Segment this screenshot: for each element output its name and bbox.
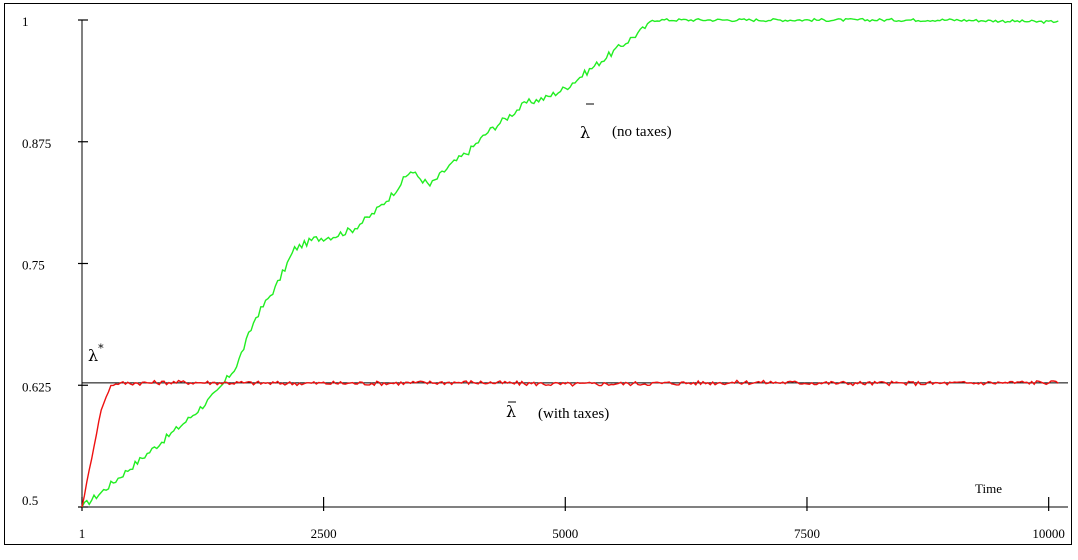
y-tick-label: 0.625 xyxy=(22,379,51,394)
y-tick-label: 1 xyxy=(22,14,29,29)
labels: Time λ* λ (no taxes) λ (with taxes) xyxy=(88,103,1002,496)
ticks: 0.5 0.625 0.75 0.875 1 1 2500 5000 7500 10000 xyxy=(22,14,1065,541)
x-tick-label: 5000 xyxy=(552,526,578,541)
x-tick-label: 7500 xyxy=(794,526,820,541)
lambda-bar-with-taxes-symbol: λ xyxy=(506,402,516,421)
series-layer xyxy=(81,17,1068,508)
lambda-star-symbol: λ* xyxy=(88,342,104,365)
x-axis-label: Time xyxy=(975,481,1002,496)
series-line-no-taxes xyxy=(81,17,1059,508)
lambda-bar-no-taxes-symbol: λ xyxy=(580,123,590,142)
series-line-with-taxes xyxy=(81,379,1059,508)
y-tick-label: 0.75 xyxy=(22,258,45,273)
chart-frame xyxy=(4,3,1072,545)
x-tick-label: 1 xyxy=(79,526,86,541)
y-tick-label: 0.5 xyxy=(22,493,38,508)
x-tick-label: 2500 xyxy=(311,526,337,541)
axes xyxy=(81,20,1068,508)
lambda-star-superscript: * xyxy=(98,342,104,355)
with-taxes-annotation: (with taxes) xyxy=(538,406,609,422)
no-taxes-annotation: (no taxes) xyxy=(612,124,672,140)
x-tick-label: 10000 xyxy=(1032,526,1065,541)
y-tick-label: 0.875 xyxy=(22,136,51,151)
